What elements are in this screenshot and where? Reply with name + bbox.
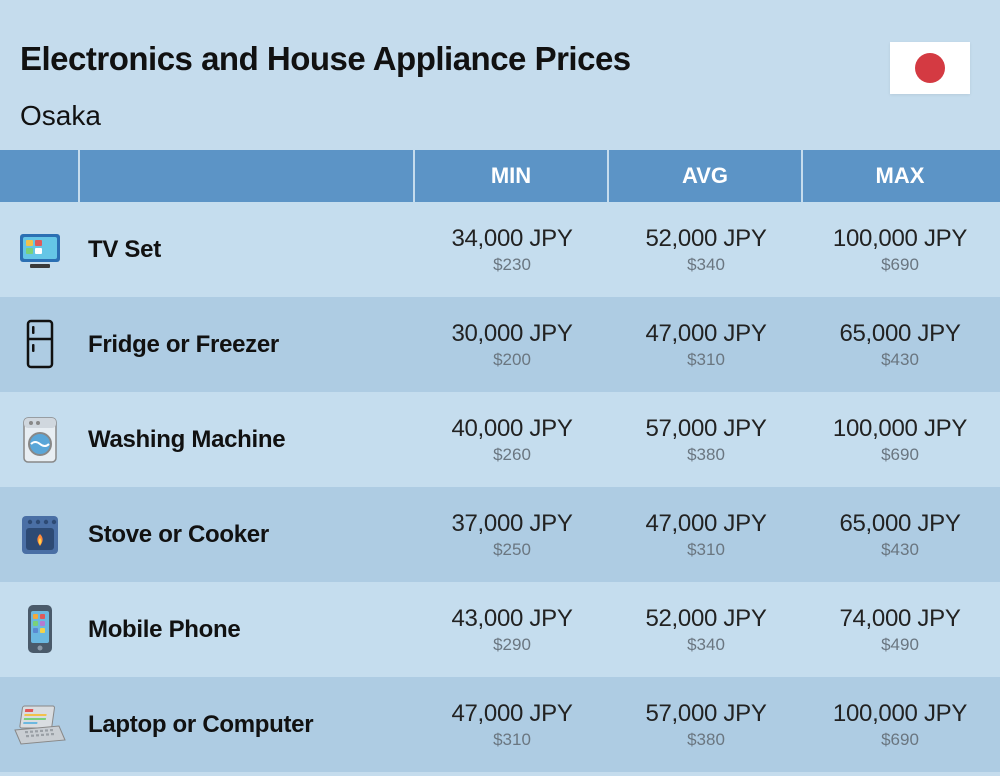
row-label: Fridge or Freezer — [80, 331, 415, 359]
avg-jpy: 52,000 JPY — [609, 605, 803, 633]
row-label: TV Set — [80, 236, 415, 264]
price-min: 37,000 JPY $250 — [415, 487, 609, 582]
row-label: Washing Machine — [80, 426, 415, 454]
price-avg: 47,000 JPY $310 — [609, 487, 803, 582]
price-avg: 57,000 JPY $380 — [609, 677, 803, 772]
avg-usd: $340 — [609, 635, 803, 655]
mobile-phone-icon — [0, 582, 80, 677]
table-row: Stove or Cooker 37,000 JPY $250 47,000 J… — [0, 487, 1000, 582]
min-jpy: 47,000 JPY — [415, 700, 609, 728]
max-usd: $490 — [803, 635, 997, 655]
prices-table: MIN AVG MAX TV Set 34,000 JPY $230 52,00… — [0, 150, 1000, 772]
price-min: 30,000 JPY $200 — [415, 297, 609, 392]
max-usd: $430 — [803, 540, 997, 560]
page-title: Electronics and House Appliance Prices — [20, 40, 980, 78]
min-usd: $290 — [415, 635, 609, 655]
max-usd: $690 — [803, 445, 997, 465]
table-row: Washing Machine 40,000 JPY $260 57,000 J… — [0, 392, 1000, 487]
max-jpy: 100,000 JPY — [803, 700, 997, 728]
avg-usd: $340 — [609, 255, 803, 275]
avg-usd: $380 — [609, 730, 803, 750]
min-usd: $250 — [415, 540, 609, 560]
avg-jpy: 47,000 JPY — [609, 320, 803, 348]
max-usd: $690 — [803, 255, 997, 275]
price-avg: 52,000 JPY $340 — [609, 202, 803, 297]
table-row: Mobile Phone 43,000 JPY $290 52,000 JPY … — [0, 582, 1000, 677]
row-label: Mobile Phone — [80, 616, 415, 644]
table-row: Fridge or Freezer 30,000 JPY $200 47,000… — [0, 297, 1000, 392]
avg-usd: $310 — [609, 540, 803, 560]
table-row: Laptop or Computer 47,000 JPY $310 57,00… — [0, 677, 1000, 772]
price-avg: 57,000 JPY $380 — [609, 392, 803, 487]
min-jpy: 40,000 JPY — [415, 415, 609, 443]
min-usd: $230 — [415, 255, 609, 275]
max-usd: $430 — [803, 350, 997, 370]
header-spacer-label — [80, 150, 415, 202]
japan-flag — [890, 42, 970, 94]
fridge-icon — [0, 297, 80, 392]
price-min: 47,000 JPY $310 — [415, 677, 609, 772]
price-max: 100,000 JPY $690 — [803, 202, 997, 297]
stove-icon — [0, 487, 80, 582]
price-min: 43,000 JPY $290 — [415, 582, 609, 677]
avg-jpy: 52,000 JPY — [609, 225, 803, 253]
page-header: Electronics and House Appliance Prices O… — [0, 0, 1000, 150]
table-header-row: MIN AVG MAX — [0, 150, 1000, 202]
column-header-min: MIN — [415, 150, 609, 202]
price-max: 65,000 JPY $430 — [803, 297, 997, 392]
laptop-icon — [0, 677, 80, 772]
min-usd: $260 — [415, 445, 609, 465]
row-label: Stove or Cooker — [80, 521, 415, 549]
tv-icon — [0, 202, 80, 297]
max-jpy: 65,000 JPY — [803, 510, 997, 538]
table-row: TV Set 34,000 JPY $230 52,000 JPY $340 1… — [0, 202, 1000, 297]
column-header-avg: AVG — [609, 150, 803, 202]
max-jpy: 100,000 JPY — [803, 225, 997, 253]
max-jpy: 100,000 JPY — [803, 415, 997, 443]
city-subtitle: Osaka — [20, 100, 980, 132]
header-spacer-icon — [0, 150, 80, 202]
max-jpy: 74,000 JPY — [803, 605, 997, 633]
flag-dot-icon — [915, 53, 945, 83]
price-max: 100,000 JPY $690 — [803, 392, 997, 487]
min-jpy: 30,000 JPY — [415, 320, 609, 348]
price-avg: 47,000 JPY $310 — [609, 297, 803, 392]
price-avg: 52,000 JPY $340 — [609, 582, 803, 677]
price-max: 65,000 JPY $430 — [803, 487, 997, 582]
avg-usd: $310 — [609, 350, 803, 370]
max-usd: $690 — [803, 730, 997, 750]
max-jpy: 65,000 JPY — [803, 320, 997, 348]
price-max: 100,000 JPY $690 — [803, 677, 997, 772]
min-usd: $310 — [415, 730, 609, 750]
avg-jpy: 47,000 JPY — [609, 510, 803, 538]
min-jpy: 43,000 JPY — [415, 605, 609, 633]
min-usd: $200 — [415, 350, 609, 370]
price-min: 40,000 JPY $260 — [415, 392, 609, 487]
avg-jpy: 57,000 JPY — [609, 700, 803, 728]
avg-jpy: 57,000 JPY — [609, 415, 803, 443]
row-label: Laptop or Computer — [80, 711, 415, 739]
avg-usd: $380 — [609, 445, 803, 465]
min-jpy: 34,000 JPY — [415, 225, 609, 253]
min-jpy: 37,000 JPY — [415, 510, 609, 538]
price-min: 34,000 JPY $230 — [415, 202, 609, 297]
column-header-max: MAX — [803, 150, 997, 202]
price-max: 74,000 JPY $490 — [803, 582, 997, 677]
washing-machine-icon — [0, 392, 80, 487]
